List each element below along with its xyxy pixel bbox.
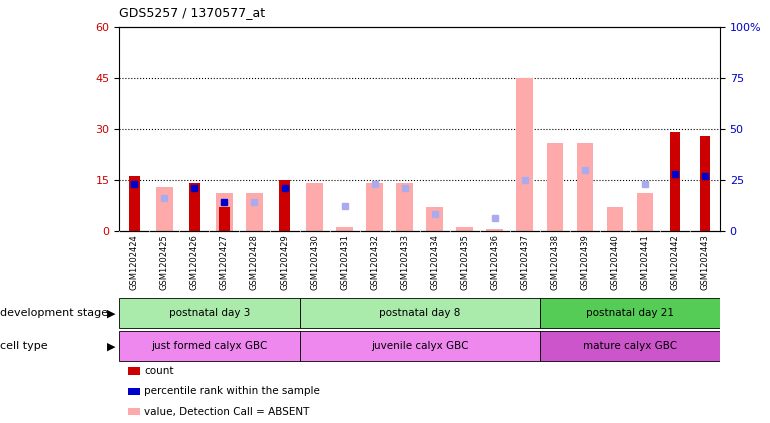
Text: GSM1202437: GSM1202437 (521, 234, 529, 290)
Text: GSM1202439: GSM1202439 (581, 234, 589, 290)
Text: GSM1202436: GSM1202436 (490, 234, 499, 290)
Bar (128, 408, 140, 415)
Text: ▶: ▶ (107, 308, 116, 318)
Text: postnatal day 21: postnatal day 21 (586, 308, 674, 318)
Text: GSM1202440: GSM1202440 (611, 234, 619, 290)
Text: mature calyx GBC: mature calyx GBC (583, 341, 677, 351)
Text: GSM1202432: GSM1202432 (370, 234, 379, 290)
Bar (119, 298, 300, 328)
Bar (119, 331, 300, 361)
Text: development stage: development stage (0, 308, 108, 318)
Bar (219, 207, 229, 231)
Text: GSM1202435: GSM1202435 (460, 234, 469, 290)
Text: GSM1202443: GSM1202443 (701, 234, 709, 290)
Text: GSM1202438: GSM1202438 (551, 234, 559, 290)
Text: count: count (144, 366, 173, 376)
Text: percentile rank within the sample: percentile rank within the sample (144, 386, 320, 396)
Bar (607, 207, 623, 231)
Text: GSM1202430: GSM1202430 (310, 234, 319, 290)
Bar (128, 367, 140, 375)
Bar (540, 331, 720, 361)
Bar (128, 387, 140, 395)
Text: GSM1202433: GSM1202433 (400, 234, 409, 290)
Bar (427, 207, 443, 231)
Text: cell type: cell type (0, 341, 48, 351)
Text: GSM1202426: GSM1202426 (190, 234, 199, 290)
Bar (517, 78, 533, 231)
Bar (246, 193, 263, 231)
Bar (487, 229, 503, 231)
Bar (300, 298, 540, 328)
Text: postnatal day 3: postnatal day 3 (169, 308, 250, 318)
Bar (540, 298, 720, 328)
Text: just formed calyx GBC: just formed calyx GBC (151, 341, 268, 351)
Bar (670, 132, 680, 231)
Text: juvenile calyx GBC: juvenile calyx GBC (371, 341, 468, 351)
Bar (189, 183, 199, 231)
Bar (700, 136, 710, 231)
Bar (457, 227, 473, 231)
Bar (129, 176, 139, 231)
Text: value, Detection Call = ABSENT: value, Detection Call = ABSENT (144, 407, 310, 417)
Text: GSM1202428: GSM1202428 (250, 234, 259, 290)
Text: GSM1202427: GSM1202427 (220, 234, 229, 290)
Bar (216, 193, 233, 231)
Text: ▶: ▶ (107, 341, 116, 351)
Bar (336, 227, 353, 231)
Bar (300, 331, 540, 361)
Bar (397, 183, 413, 231)
Bar (367, 183, 383, 231)
Bar (280, 180, 290, 231)
Text: GSM1202431: GSM1202431 (340, 234, 349, 290)
Text: GSM1202434: GSM1202434 (430, 234, 439, 290)
Bar (306, 183, 323, 231)
Bar (577, 143, 593, 231)
Bar (547, 143, 563, 231)
Bar (637, 193, 653, 231)
Text: GSM1202441: GSM1202441 (641, 234, 649, 290)
Text: GSM1202442: GSM1202442 (671, 234, 679, 290)
Text: postnatal day 8: postnatal day 8 (379, 308, 460, 318)
Text: GSM1202429: GSM1202429 (280, 234, 289, 290)
Bar (156, 187, 172, 231)
Text: GSM1202425: GSM1202425 (160, 234, 169, 290)
Text: GDS5257 / 1370577_at: GDS5257 / 1370577_at (119, 6, 266, 19)
Text: GSM1202424: GSM1202424 (130, 234, 139, 290)
